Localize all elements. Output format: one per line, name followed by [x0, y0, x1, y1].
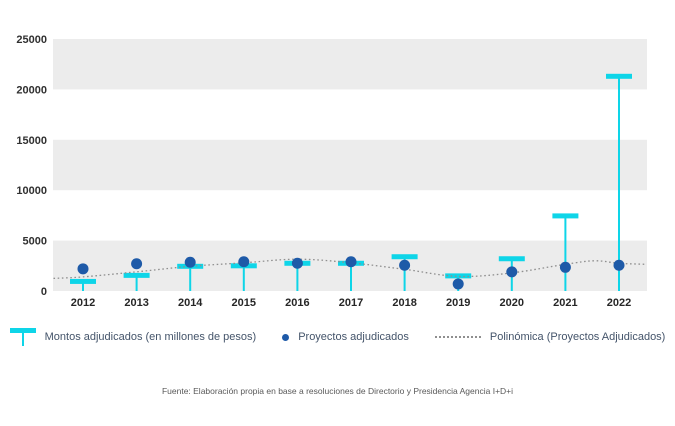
legend: Montos adjudicados (en millones de pesos…: [0, 328, 675, 346]
x-tick-label: 2016: [285, 297, 309, 309]
grid-band: [53, 139, 647, 191]
y-tick-label: 25000: [16, 34, 47, 46]
y-tick-label: 15000: [16, 135, 47, 147]
x-tick-label: 2014: [178, 297, 203, 309]
proyecto-dot: [184, 256, 196, 268]
monto-bar-cap: [552, 213, 579, 219]
legend-item-polinomica[interactable]: Polinómica (Proyectos Adjudicados): [434, 331, 666, 343]
trend-line: [53, 258, 646, 280]
dotted-line-icon: [434, 336, 481, 338]
monto-bar-cap: [445, 273, 472, 279]
legend-label-montos: Montos adjudicados (en millones de pesos…: [44, 331, 257, 343]
x-tick-label: 2019: [446, 297, 470, 309]
x-tick-label: 2015: [232, 297, 256, 309]
source-note: Fuente: Elaboración propia en base a res…: [161, 386, 514, 396]
x-tick-label: 2020: [500, 297, 524, 309]
x-tick-label: 2013: [124, 297, 148, 309]
monto-bar-cap: [391, 254, 418, 260]
monto-bar-cap: [123, 272, 150, 278]
legend-item-montos[interactable]: Montos adjudicados (en millones de pesos…: [9, 328, 257, 346]
legend-label-proyectos: Proyectos adjudicados: [298, 331, 409, 343]
lollipop-marker-icon: [9, 328, 36, 346]
y-tick-label: 10000: [16, 185, 47, 197]
y-tick-label: 20000: [16, 84, 47, 96]
proyecto-dot: [238, 256, 250, 268]
chart-svg: 0 5000 10000 15000 20000 25000 2012 2013 2014 201…: [16, 34, 647, 309]
x-tick-label: 2017: [339, 297, 363, 309]
monto-bar-cap: [70, 278, 96, 284]
proyecto-dot: [291, 257, 303, 269]
proyecto-dot: [452, 278, 464, 290]
proyecto-dot: [559, 261, 571, 273]
x-tick-label: 2022: [607, 297, 631, 309]
y-tick-label: 5000: [23, 236, 47, 248]
proyecto-dot: [131, 258, 143, 270]
dot-marker-icon: [282, 333, 290, 341]
x-tick-label: 2012: [71, 297, 95, 309]
legend-item-proyectos[interactable]: Proyectos adjudicados: [282, 331, 409, 343]
y-tick-label: 0: [41, 286, 47, 298]
legend-label-polinomica: Polinómica (Proyectos Adjudicados): [489, 331, 666, 343]
proyecto-dot: [613, 259, 625, 271]
monto-bar-cap: [498, 256, 525, 262]
proyecto-dot: [506, 266, 518, 278]
monto-bar-cap: [606, 73, 632, 79]
x-tick-label: 2018: [392, 297, 416, 309]
proyecto-dot: [77, 263, 89, 275]
proyecto-dot: [345, 256, 357, 268]
grid-band: [53, 39, 647, 90]
proyecto-dot: [399, 259, 411, 271]
x-tick-label: 2021: [553, 297, 577, 309]
chart-area: 0 5000 10000 15000 20000 25000 2012 2013 2014 201…: [16, 34, 647, 309]
